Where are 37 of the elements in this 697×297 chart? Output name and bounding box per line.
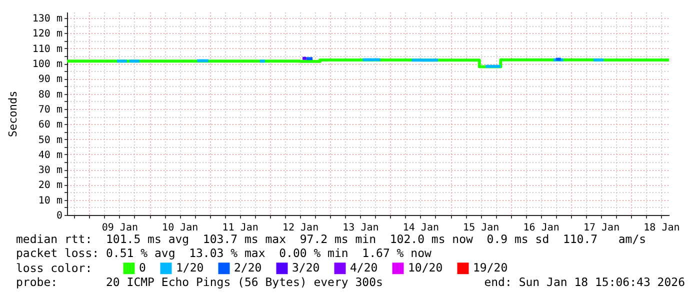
- y-tick-label: 90 m: [38, 74, 62, 86]
- x-tick-label: 17 Jan: [583, 222, 620, 234]
- text: end: Sun Jan 18 15:06:43 2026: [484, 275, 685, 289]
- legend-label: 10/20: [408, 260, 443, 274]
- y-tick-label: 70 m: [38, 104, 62, 116]
- y-tick-label: 60 m: [38, 120, 62, 131]
- legend-label: 4/20: [350, 260, 378, 274]
- x-tick-label: 09 Jan: [102, 222, 138, 234]
- legend-label: 1/20: [176, 260, 204, 274]
- x-tick-label: 18 Jan: [644, 222, 680, 234]
- legend-label: 2/20: [234, 260, 262, 274]
- y-tick-label: 20 m: [38, 180, 62, 192]
- text: packet loss: 0.51 % avg 13.03 % max 0.00 % min 1.67 % now: [16, 246, 432, 260]
- legend-label: 3/20: [292, 260, 320, 274]
- y-tick-label: 50 m: [38, 134, 62, 146]
- x-tick-label: 13 Jan: [342, 222, 379, 234]
- legend-label: 0: [139, 260, 146, 274]
- x-tick-label: 10 Jan: [162, 222, 198, 234]
- x-tick-label: 11 Jan: [222, 222, 258, 234]
- y-tick-label: 80 m: [38, 89, 62, 100]
- x-tick-label: 15 Jan: [463, 222, 500, 234]
- text: median rtt: 101.5 ms avg 103.7 ms max 97.2 ms min 102.0 ms now 0.9 ms sd 110.7 am/s: [16, 232, 646, 246]
- x-tick-label: 12 Jan: [282, 222, 319, 234]
- text: probe: 20 ICMP Echo Pings (56 Bytes) every 300s: [16, 275, 383, 289]
- y-tick-label: 0: [56, 210, 62, 222]
- y-tick-label: 30 m: [38, 165, 62, 176]
- y-axis-title: Seconds: [6, 90, 20, 138]
- y-tick-label: 100 m: [32, 59, 62, 70]
- legend-title: loss color:: [16, 261, 92, 275]
- y-tick-label: 110 m: [32, 44, 62, 55]
- y-tick-label: 40 m: [38, 150, 62, 161]
- x-tick-label: 16 Jan: [523, 222, 560, 234]
- y-tick-label: 120 m: [32, 28, 62, 40]
- legend-label: 19/20: [473, 260, 508, 274]
- x-tick-label: 14 Jan: [402, 222, 439, 234]
- y-tick-label: 10 m: [38, 195, 62, 206]
- y-tick-label: 130 m: [32, 14, 62, 25]
